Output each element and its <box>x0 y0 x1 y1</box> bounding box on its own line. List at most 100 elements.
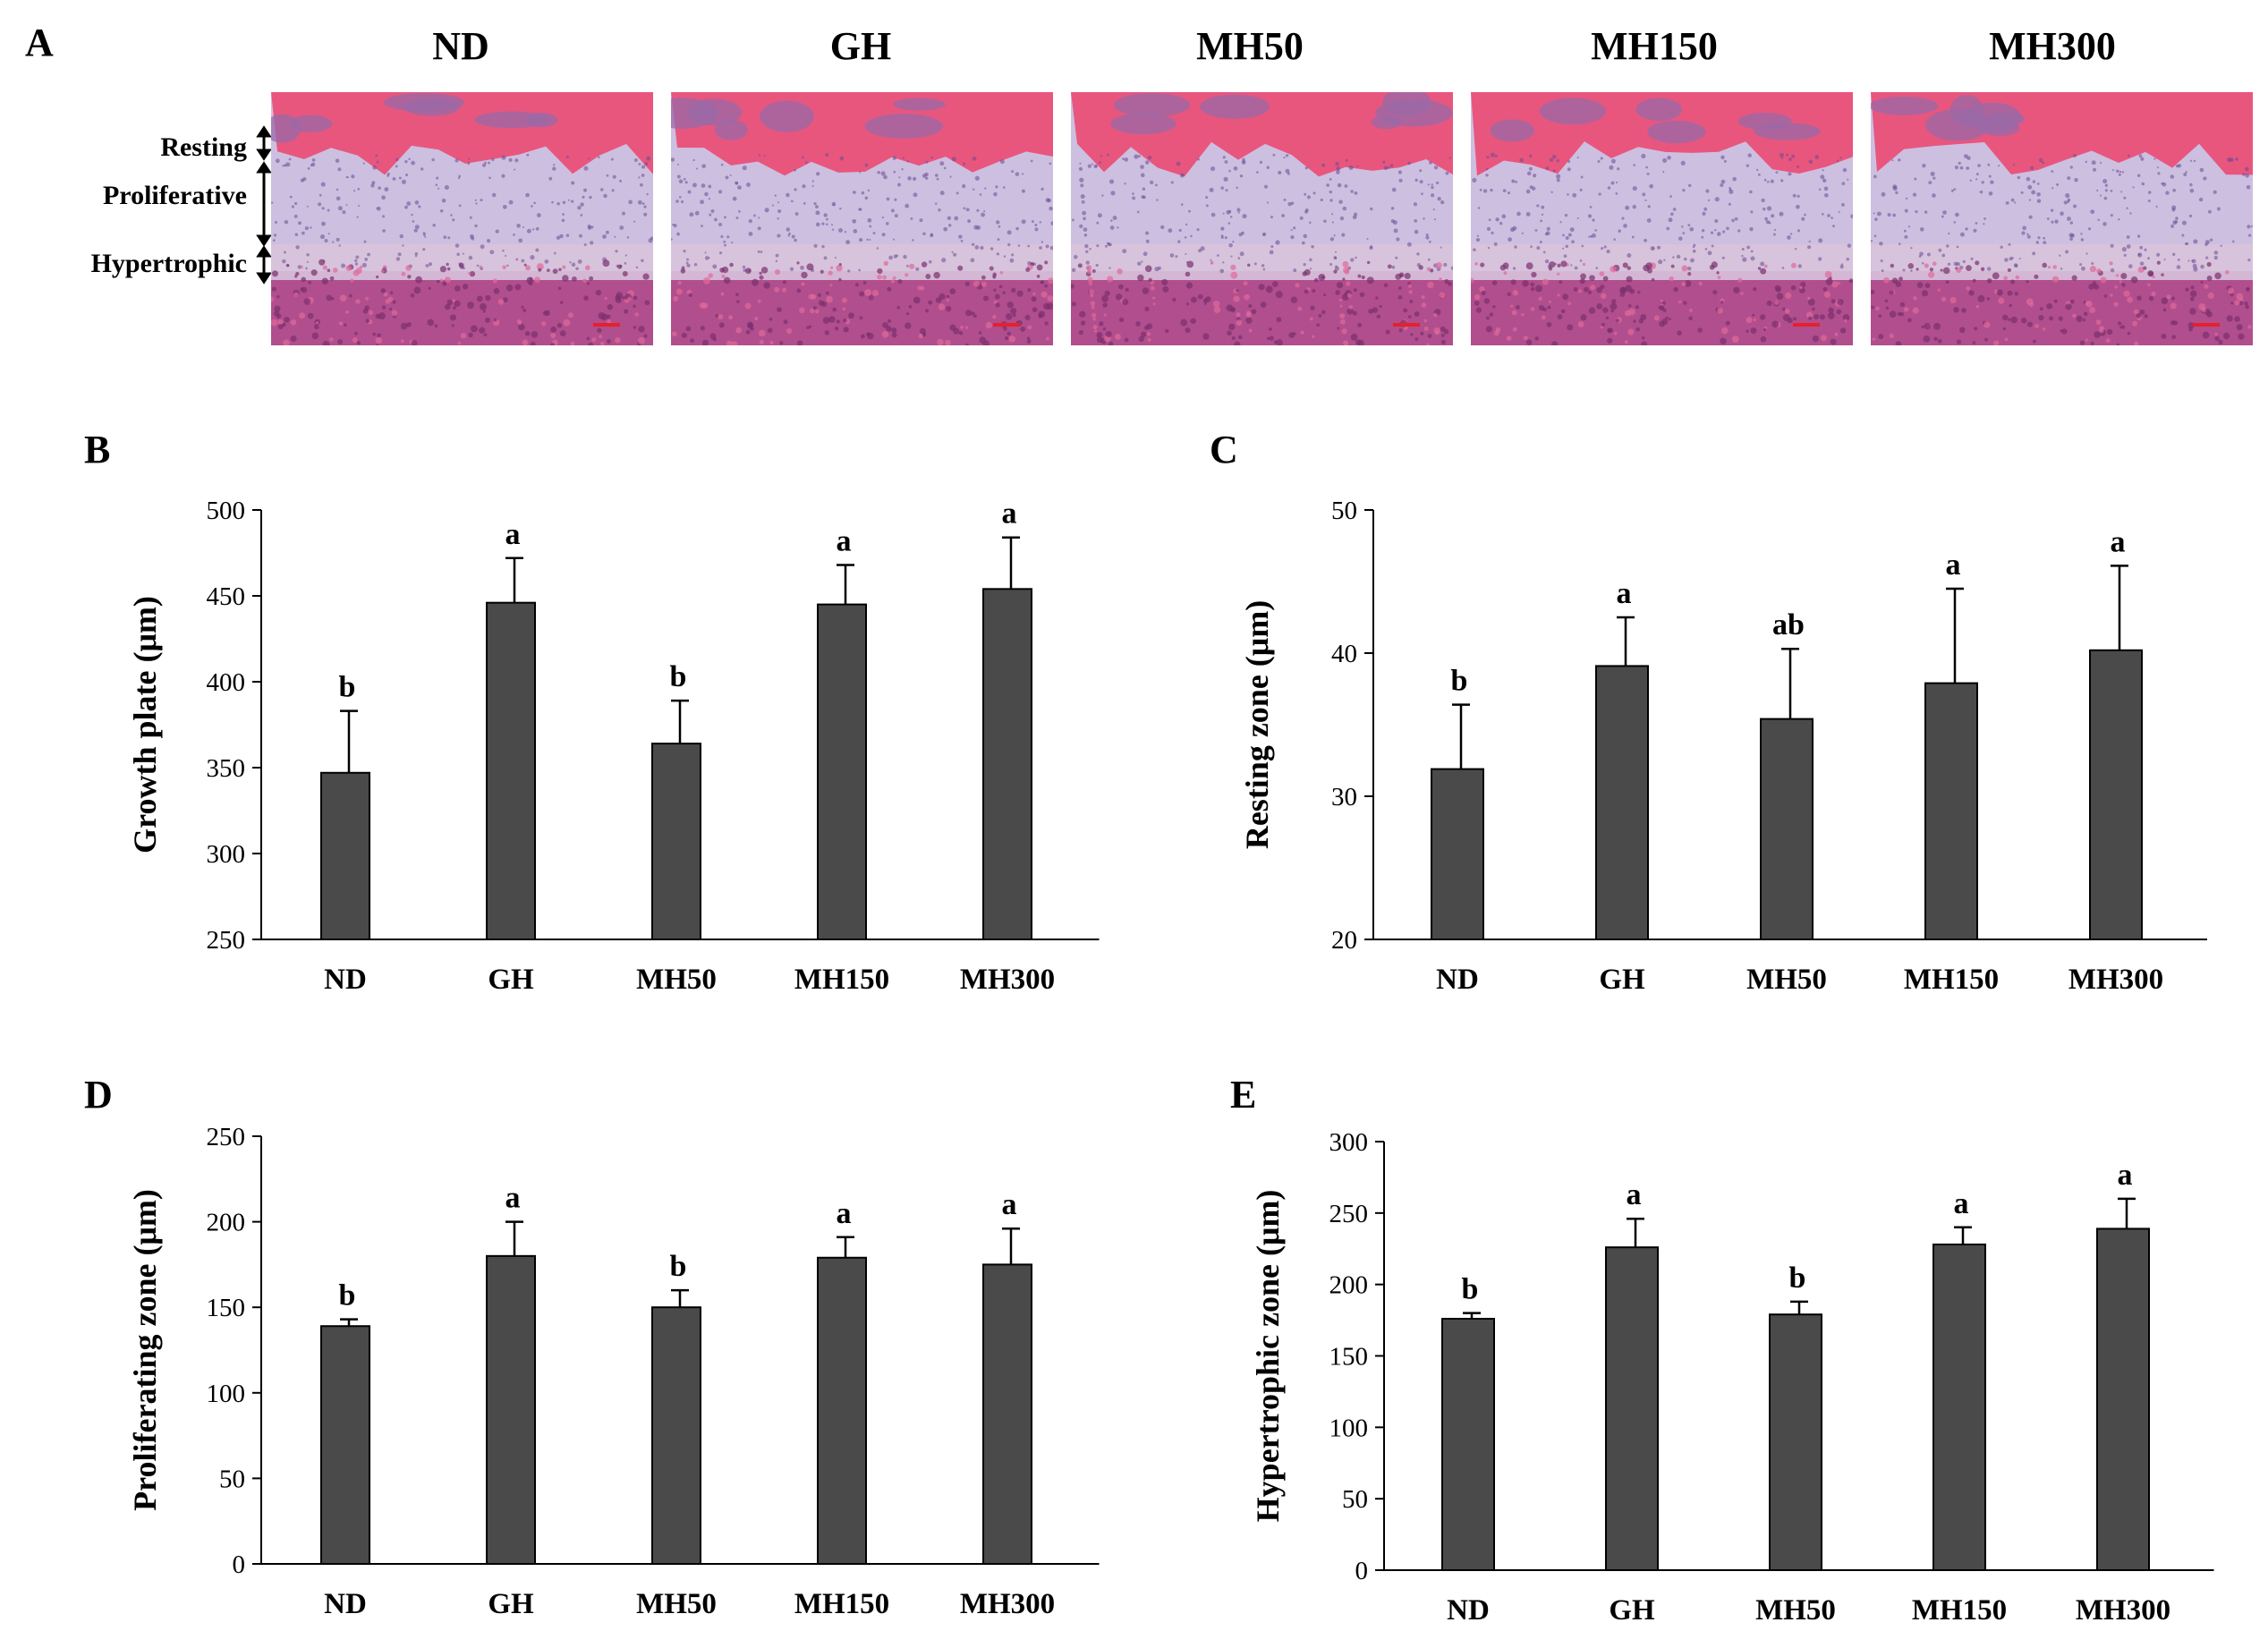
bar-mh150 <box>817 1256 867 1565</box>
bar-mh300 <box>982 1263 1032 1565</box>
bar-mh50 <box>1769 1313 1822 1572</box>
y-axis-label: Growth plate (μm) <box>127 596 163 854</box>
histology-title-mh50: MH50 <box>1196 24 1304 68</box>
bar-mh300 <box>982 588 1032 940</box>
y-tick-label: 350 <box>207 754 246 783</box>
y-axis-label: Resting zone (μm) <box>1244 600 1275 849</box>
histology-image-mh300 <box>1871 92 2253 345</box>
x-tick-label: MH300 <box>960 964 1055 996</box>
bar-gh <box>486 601 536 940</box>
y-tick-label: 400 <box>207 668 246 697</box>
y-tick-label: 450 <box>207 582 246 611</box>
significance-letter: a <box>1002 1188 1017 1221</box>
y-tick-label: 250 <box>1329 1200 1369 1228</box>
x-tick-label: ND <box>324 1588 367 1620</box>
histology-drawing <box>1071 92 1453 345</box>
zone-label-resting: Resting <box>160 132 247 162</box>
x-tick-label: MH150 <box>794 1588 889 1620</box>
histology-title-gh: GH <box>829 24 892 68</box>
bar-gh <box>1595 665 1649 940</box>
zone-label-proliferative: Proliferative <box>102 181 247 210</box>
y-tick-label: 150 <box>1329 1343 1369 1372</box>
y-tick-label: 500 <box>207 497 246 525</box>
histology-drawing <box>1471 92 1853 345</box>
histology-drawing <box>671 92 1053 345</box>
zone-label-hypertrophic: Hypertrophic <box>90 249 247 278</box>
bar-mh300 <box>2089 649 2143 941</box>
significance-letter: b <box>339 671 356 704</box>
significance-letter: ab <box>1772 608 1805 641</box>
panel-b-letter: B <box>84 428 111 471</box>
histology-image-gh <box>671 92 1053 345</box>
histology-drawing <box>1871 92 2253 345</box>
x-tick-label: MH50 <box>636 964 717 996</box>
significance-letter: a <box>2111 525 2126 558</box>
y-tick-label: 50 <box>219 1465 245 1493</box>
y-tick-label: 150 <box>207 1294 246 1322</box>
y-tick-label: 30 <box>1331 783 1357 811</box>
bar-mh50 <box>1760 718 1814 940</box>
x-tick-label: MH50 <box>636 1588 717 1620</box>
bar-mh150 <box>1932 1243 1986 1572</box>
bar-nd <box>320 1325 370 1565</box>
significance-letter: a <box>1617 577 1632 610</box>
y-tick-label: 0 <box>233 1550 246 1579</box>
panel-e-letter: E <box>1230 1073 1257 1117</box>
significance-letter: a <box>2118 1159 2133 1192</box>
histology-image-mh50 <box>1071 92 1453 345</box>
chart-e: Hypertrophic zone (μm) 0 50 100 150 200 250 300… <box>1250 1128 2214 1627</box>
x-tick-label: MH150 <box>1904 964 1999 996</box>
y-tick-label: 100 <box>207 1380 246 1408</box>
y-tick-label: 50 <box>1331 497 1357 525</box>
x-tick-label: MH300 <box>2076 1594 2170 1627</box>
chart-b: Growth plate (μm) 250 300 350 400 450 500 b ND a G… <box>127 497 1100 996</box>
panel-a-letter: A <box>25 21 54 64</box>
y-tick-label: 50 <box>1342 1485 1368 1514</box>
x-tick-label: MH50 <box>1746 964 1827 996</box>
panel-d-letter: D <box>84 1073 113 1117</box>
significance-letter: a <box>1954 1187 1969 1220</box>
x-tick-label: ND <box>1447 1594 1490 1627</box>
y-tick-label: 250 <box>207 926 246 955</box>
chart-c: Resting zone (μm) 20 30 40 50 b ND a GH ab MH50 a MH… <box>1244 497 2207 996</box>
x-tick-label: MH150 <box>794 964 889 996</box>
histology-title-nd: ND <box>432 24 489 68</box>
significance-letter: b <box>1451 665 1468 698</box>
zone-arrows <box>256 125 272 285</box>
bar-gh <box>486 1254 536 1565</box>
panel-c-letter: C <box>1210 428 1238 471</box>
y-tick-label: 100 <box>1329 1414 1369 1442</box>
y-tick-label: 20 <box>1331 926 1357 955</box>
x-tick-label: ND <box>1436 964 1479 996</box>
y-axis-label: Hypertrophic zone (μm) <box>1250 1190 1286 1523</box>
y-tick-label: 300 <box>1329 1128 1369 1157</box>
bar-mh50 <box>651 1306 701 1565</box>
significance-letter: a <box>1002 497 1017 531</box>
x-tick-label: MH150 <box>1912 1594 2007 1627</box>
y-tick-label: 40 <box>1331 640 1357 668</box>
y-tick-label: 0 <box>1355 1557 1369 1585</box>
bar-mh300 <box>2096 1228 2150 1571</box>
y-tick-label: 200 <box>207 1209 246 1237</box>
significance-letter: b <box>1462 1273 1479 1306</box>
bar-mh150 <box>817 603 867 940</box>
bar-mh150 <box>1924 682 1978 940</box>
histology-image-nd <box>271 92 653 345</box>
significance-letter: a <box>1627 1178 1642 1211</box>
bar-nd <box>1441 1317 1495 1571</box>
bar-gh <box>1605 1246 1659 1572</box>
chart-d: Proliferating zone (μm) 0 50 100 150 200 250 b N… <box>127 1123 1100 1620</box>
x-tick-label: ND <box>324 964 367 996</box>
x-tick-label: MH50 <box>1755 1594 1836 1627</box>
x-tick-label: MH300 <box>2068 964 2163 996</box>
x-tick-label: GH <box>488 1588 534 1620</box>
bar-nd <box>320 771 370 941</box>
y-tick-label: 300 <box>207 840 246 869</box>
y-tick-label: 250 <box>207 1123 246 1151</box>
significance-letter: a <box>837 1197 852 1230</box>
x-tick-label: GH <box>1609 1594 1655 1627</box>
histology-image-mh150 <box>1471 92 1853 345</box>
significance-letter: a <box>1946 548 1961 582</box>
significance-letter: a <box>505 1182 521 1215</box>
